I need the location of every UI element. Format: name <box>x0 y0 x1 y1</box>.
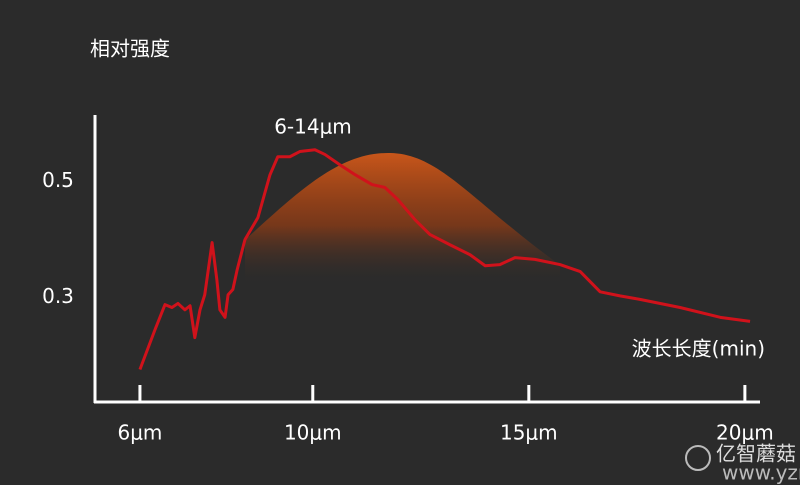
watermark-logo <box>685 445 711 471</box>
watermark-url: www.yzmg.com <box>722 461 800 485</box>
y-tick-label: 0.3 <box>42 284 74 308</box>
annotation: 6-14μm <box>274 115 352 139</box>
x-tick-label: 15μm <box>500 421 558 445</box>
x-axis-label: 波长长度(min) <box>632 337 765 361</box>
watermark: 亿智蘑菇 <box>716 442 796 466</box>
x-tick-label: 20μm <box>716 421 774 445</box>
spectrum-line <box>138 148 751 371</box>
y-tick-label: 0.5 <box>42 168 74 192</box>
x-tick-label: 6μm <box>117 421 162 445</box>
y-axis-label: 相对强度 <box>90 37 170 61</box>
emission-hump <box>245 152 560 285</box>
x-tick-label: 10μm <box>284 421 342 445</box>
